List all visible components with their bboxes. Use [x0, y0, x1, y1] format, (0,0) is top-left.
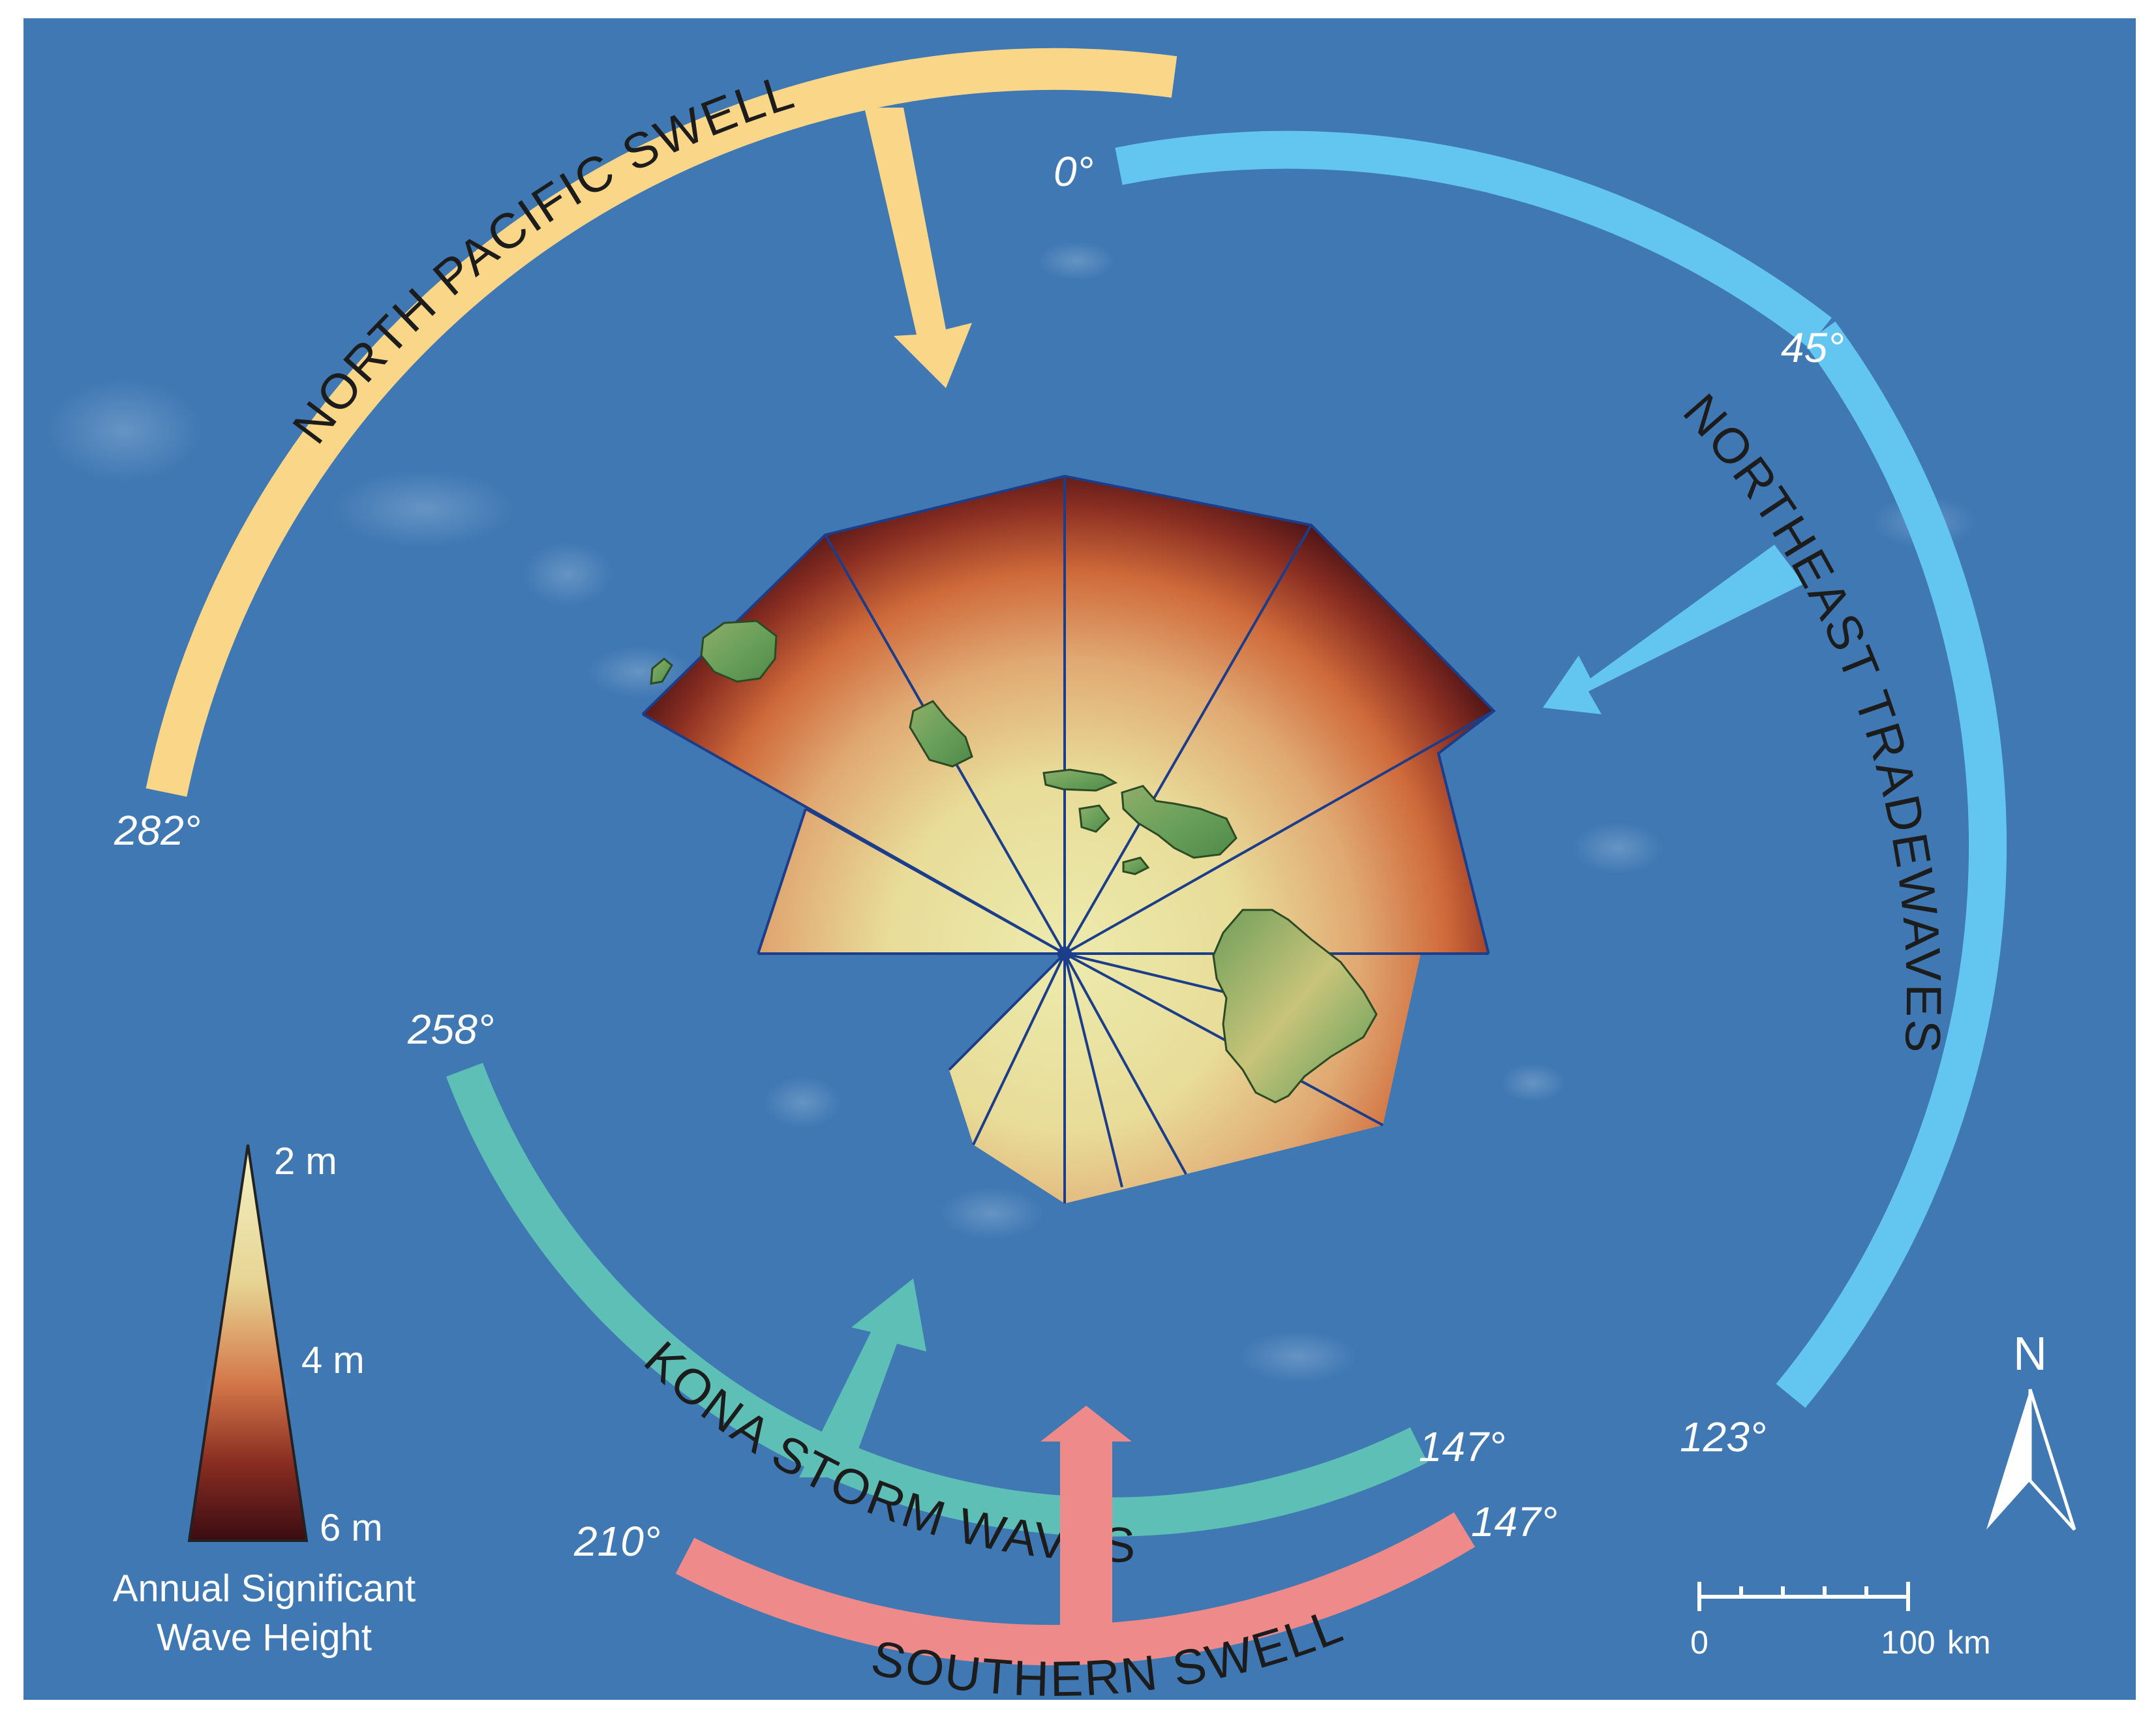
island-maui: [1121, 785, 1237, 859]
legend-mid-label: 4 m: [301, 1339, 365, 1382]
island-molokai: [1042, 768, 1118, 792]
southern-arrow: [1040, 1406, 1132, 1660]
kona-from-deg: 258°: [407, 1006, 494, 1053]
scale-unit-label: km: [1947, 1624, 1991, 1661]
wave-sector-west-low: [758, 809, 1065, 954]
wave-sector-south2: [1065, 954, 1186, 1203]
legend-bottom-label: 6 m: [320, 1507, 383, 1549]
kona-arrow: [799, 1278, 926, 1477]
northeast-arrow: [1543, 545, 1804, 714]
wave-rose-rays: [641, 474, 1496, 1203]
island-kahoolawe: [1122, 856, 1150, 875]
north-pacific-swell-band: [145, 48, 1177, 797]
north-pacific-arrow: [864, 108, 972, 388]
northeast-to-deg: 123°: [1680, 1413, 1766, 1460]
scale-zero-label: 0: [1690, 1624, 1708, 1661]
north-label: N: [2013, 1328, 2047, 1380]
scale-max-label: 100: [1881, 1624, 1935, 1661]
wave-height-legend: 2 m 4 m 6 m Annual Significant Wave Heig…: [113, 1140, 416, 1659]
island-lanai: [1078, 804, 1110, 833]
kona-to-deg: 147°: [1419, 1423, 1505, 1470]
northeast-mid-deg: 45°: [1781, 324, 1844, 371]
hawaiian-islands: [650, 620, 1378, 1104]
northeast-tradewaves-band-lower: [1776, 321, 2007, 1408]
wave-sector-north: [825, 476, 1494, 954]
northeast-tradewaves-band: [1115, 130, 1832, 348]
kona-storm-waves-band: [446, 1063, 1428, 1537]
legend-caption-line2: Wave Height: [157, 1616, 372, 1659]
island-kauai: [700, 620, 778, 683]
island-oahu: [909, 700, 973, 768]
southern-from-deg: 210°: [573, 1518, 660, 1565]
legend-caption-line1: Annual Significant: [113, 1567, 416, 1610]
southern-to-deg: 147°: [1471, 1498, 1557, 1545]
northeast-from-deg: 0°: [1054, 148, 1093, 195]
legend-ramp: [187, 1144, 309, 1542]
north-arrow-icon: [1986, 1389, 2030, 1530]
north-pacific-from-deg: 282°: [114, 807, 200, 854]
scale-bar: 0 100 km: [1690, 1582, 1991, 1661]
north-arrow-icon-right: [2028, 1389, 2076, 1531]
legend-top-label: 2 m: [274, 1140, 337, 1183]
island-hawaii: [1212, 909, 1378, 1104]
north-arrow: N: [1986, 1328, 2076, 1531]
island-niihau: [650, 657, 673, 685]
